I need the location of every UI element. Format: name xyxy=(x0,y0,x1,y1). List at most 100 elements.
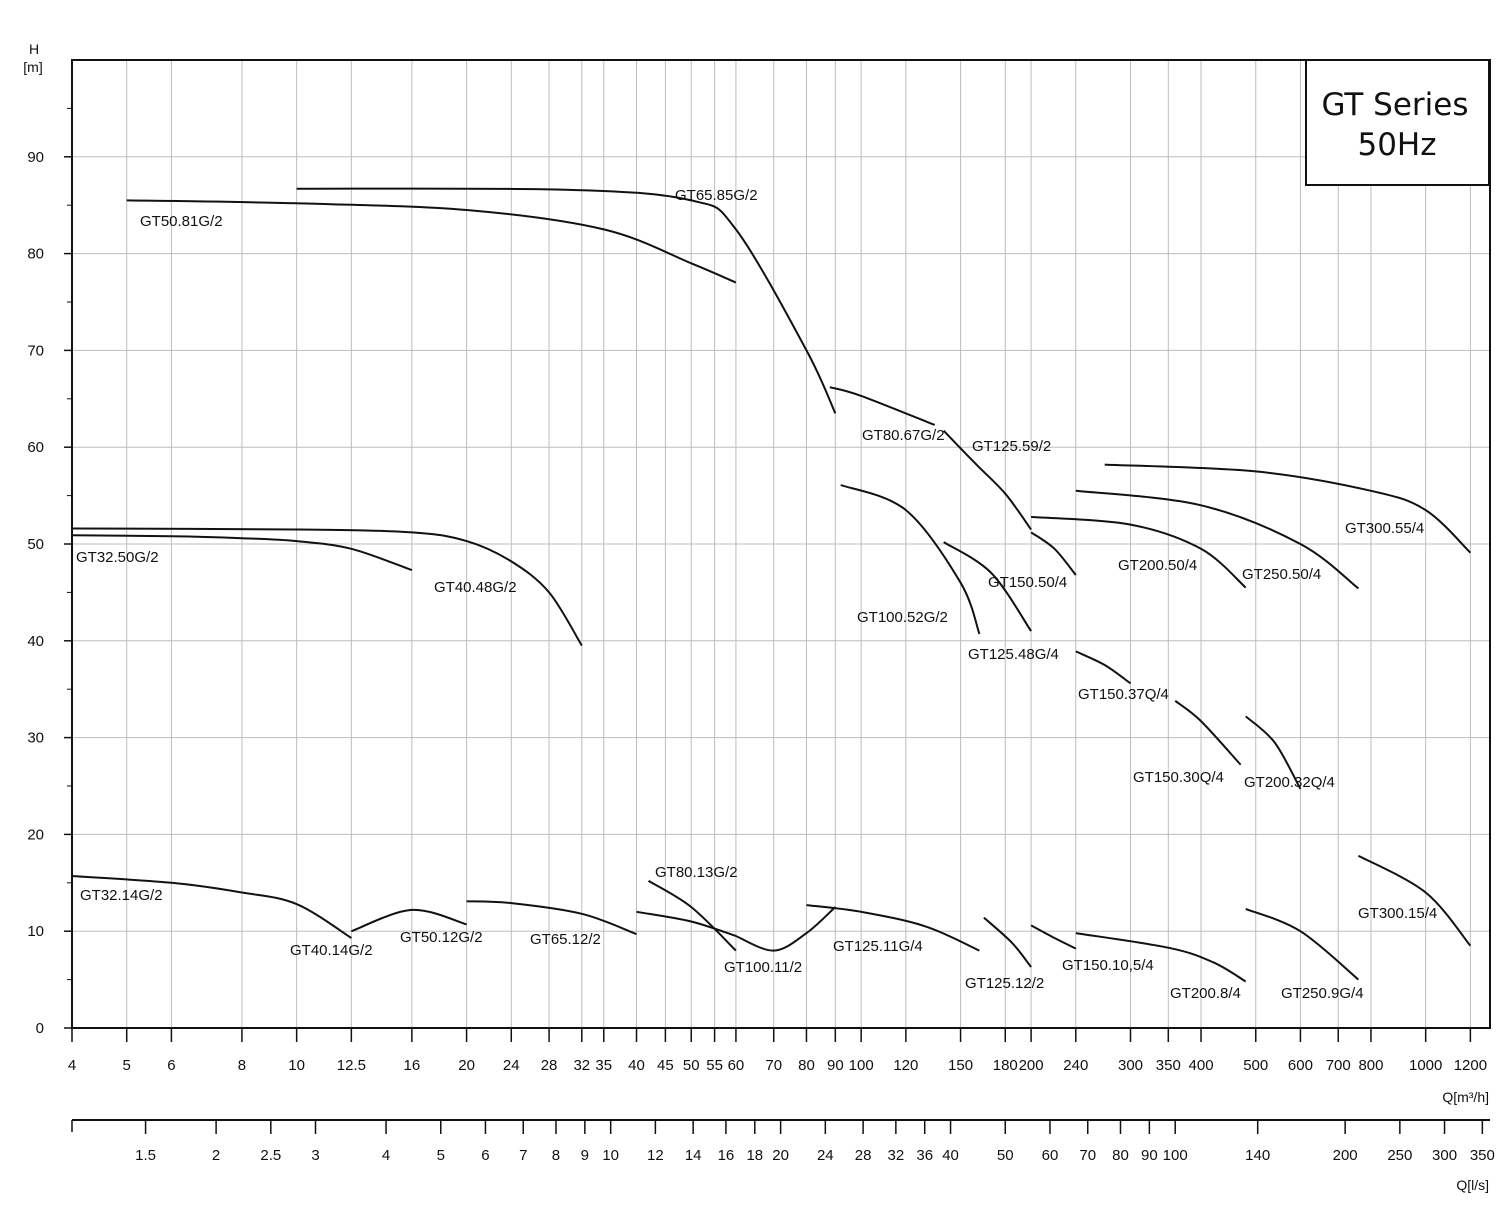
x-axis-label-m3h: Q[m³/h] xyxy=(1442,1089,1489,1105)
x-tick-label-m3h: 35 xyxy=(595,1057,612,1074)
x-tick-label-m3h: 24 xyxy=(503,1057,520,1074)
chart-title-line-1: GT Series xyxy=(1321,87,1468,123)
curve-gt250-50-4 xyxy=(1075,489,1360,590)
x-tick-label-ls: 20 xyxy=(772,1147,789,1164)
curve-gt200-8-4 xyxy=(1075,932,1247,983)
y-tick-label: 10 xyxy=(27,923,44,940)
curve-label: GT200.50/4 xyxy=(1118,557,1197,574)
x-tick-label-ls: 14 xyxy=(685,1147,702,1164)
curve-label: GT32.14G/2 xyxy=(80,887,163,904)
curve-gt150-50-4 xyxy=(1030,531,1077,576)
y-tick-label: 80 xyxy=(27,246,44,263)
x-tick-label-ls: 2.5 xyxy=(260,1147,281,1164)
curve-gt80-13g-2 xyxy=(647,880,737,952)
curve-label: GT125.11G/4 xyxy=(833,938,923,955)
curve-label: GT100.52G/2 xyxy=(857,609,948,626)
x-tick-label-ls: 28 xyxy=(855,1147,872,1164)
curve-gt200-32q-4 xyxy=(1245,715,1302,790)
x-tick-label-m3h: 1200 xyxy=(1454,1057,1487,1074)
x-tick-label-m3h: 8 xyxy=(238,1057,246,1074)
x-tick-label-m3h: 10 xyxy=(288,1057,305,1074)
x-tick-label-m3h: 800 xyxy=(1358,1057,1383,1074)
x-tick-label-ls: 9 xyxy=(581,1147,589,1164)
x-tick-label-m3h: 40 xyxy=(628,1057,645,1074)
curve-gt150-10-5-4 xyxy=(1030,924,1077,950)
x-tick-label-m3h: 500 xyxy=(1243,1057,1268,1074)
x-tick-label-ls: 140 xyxy=(1245,1147,1270,1164)
chart-title-line-2: 50Hz xyxy=(1357,127,1436,163)
curve-label: GT40.48G/2 xyxy=(434,579,517,596)
x-tick-label-ls: 4 xyxy=(382,1147,390,1164)
x-tick-label-ls: 250 xyxy=(1387,1147,1412,1164)
x-tick-label-m3h: 300 xyxy=(1118,1057,1143,1074)
grid-lines xyxy=(71,60,1490,1028)
x-tick-label-m3h: 5 xyxy=(123,1057,131,1074)
x-tick-label-ls: 12 xyxy=(647,1147,664,1164)
y-axis-unit: [m] xyxy=(23,59,42,75)
curve-gt250-9g-4 xyxy=(1245,907,1360,981)
curve-label: GT150.30Q/4 xyxy=(1133,769,1224,786)
x-tick-label-m3h: 150 xyxy=(948,1057,973,1074)
x-tick-label-ls: 2 xyxy=(212,1147,220,1164)
x-tick-label-m3h: 180 xyxy=(993,1057,1018,1074)
curve-gt32-14g-2 xyxy=(71,875,352,939)
curve-gt50-12g-2 xyxy=(466,900,637,936)
curve-gt40-48g-2 xyxy=(71,527,583,647)
curve-gt100-11-2 xyxy=(735,906,836,952)
y-tick-label: 50 xyxy=(27,536,44,553)
x-tick-label-m3h: 1000 xyxy=(1409,1057,1442,1074)
x-tick-label-ls: 90 xyxy=(1141,1147,1158,1164)
x-tick-label-ls: 350 xyxy=(1470,1147,1495,1164)
y-tick-label: 30 xyxy=(27,730,44,747)
y-tick-label: 40 xyxy=(27,633,44,650)
x-tick-label-m3h: 240 xyxy=(1063,1057,1088,1074)
x-tick-label-m3h: 32 xyxy=(573,1057,590,1074)
curve-gt150-37q-4 xyxy=(1075,650,1132,685)
x-tick-label-m3h: 700 xyxy=(1326,1057,1351,1074)
curve-label: GT200.32Q/4 xyxy=(1244,774,1335,791)
x-tick-label-m3h: 45 xyxy=(657,1057,674,1074)
x-tick-label-ls: 50 xyxy=(997,1147,1014,1164)
x-tick-label-m3h: 4 xyxy=(68,1057,76,1074)
y-tick-label: 60 xyxy=(27,439,44,456)
x-tick-label-ls: 24 xyxy=(817,1147,834,1164)
y-axis-label: H xyxy=(29,41,39,57)
curve-label: GT80.13G/2 xyxy=(655,864,738,881)
curve-label: GT150.10,5/4 xyxy=(1062,957,1154,974)
x-tick-label-ls: 8 xyxy=(552,1147,560,1164)
x-tick-label-ls: 80 xyxy=(1112,1147,1129,1164)
x-tick-label-ls: 6 xyxy=(481,1147,489,1164)
curve-label: GT50.12G/2 xyxy=(400,929,483,946)
x-tick-label-ls: 16 xyxy=(718,1147,735,1164)
curve-lines xyxy=(71,187,1472,983)
x-tick-label-m3h: 400 xyxy=(1189,1057,1214,1074)
curve-gt50-81g-2 xyxy=(126,199,737,284)
x-tick-label-m3h: 350 xyxy=(1156,1057,1181,1074)
curve-label: GT50.81G/2 xyxy=(140,213,223,230)
curve-label: GT250.50/4 xyxy=(1242,566,1321,583)
curve-gt125-48g-4 xyxy=(943,541,1032,632)
x-tick-label-m3h: 12.5 xyxy=(337,1057,366,1074)
curve-label: GT200.8/4 xyxy=(1170,985,1241,1002)
x-tick-label-ls: 7 xyxy=(519,1147,527,1164)
curve-gt40-14g-2 xyxy=(351,908,467,933)
x-tick-label-ls: 5 xyxy=(437,1147,445,1164)
x-tick-label-m3h: 100 xyxy=(849,1057,874,1074)
x-tick-label-m3h: 6 xyxy=(167,1057,175,1074)
x-tick-label-m3h: 80 xyxy=(798,1057,815,1074)
x-tick-label-ls: 300 xyxy=(1432,1147,1457,1164)
curve-label: GT125.12/2 xyxy=(965,975,1044,992)
x-tick-label-m3h: 16 xyxy=(404,1057,421,1074)
curve-label: GT150.37Q/4 xyxy=(1078,686,1169,703)
x-tick-label-m3h: 60 xyxy=(728,1057,745,1074)
x-axis-label-ls: Q[l/s] xyxy=(1456,1177,1489,1193)
curve-label: GT40.14G/2 xyxy=(290,942,373,959)
x-tick-label-ls: 1.5 xyxy=(135,1147,156,1164)
y-tick-label: 20 xyxy=(27,826,44,843)
curve-gt150-30q-4 xyxy=(1174,700,1242,766)
x-tick-label-ls: 32 xyxy=(888,1147,905,1164)
y-tick-label: 70 xyxy=(27,342,44,359)
curve-gt100-52g-2 xyxy=(840,484,981,635)
